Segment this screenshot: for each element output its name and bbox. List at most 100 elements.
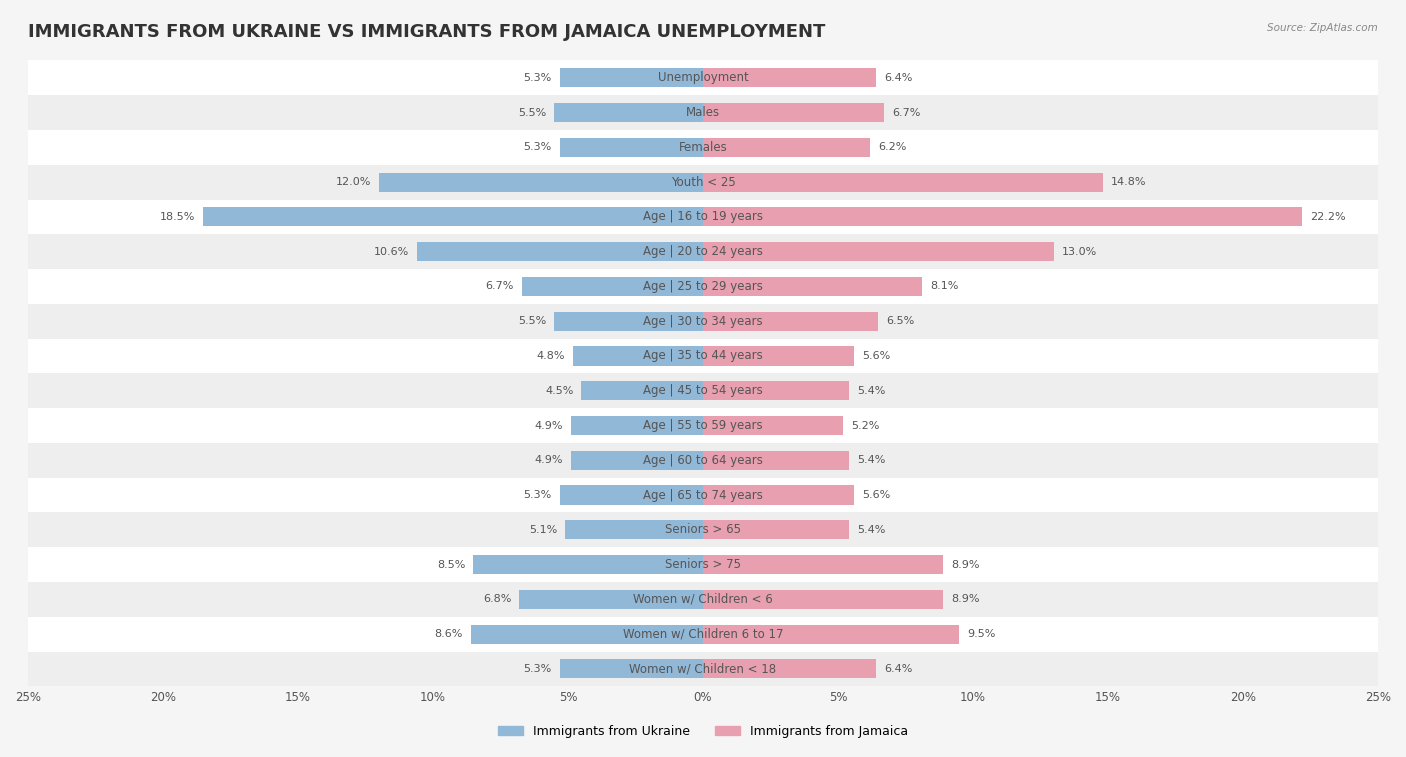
Text: Females: Females bbox=[679, 141, 727, 154]
Text: 18.5%: 18.5% bbox=[160, 212, 195, 222]
Text: 6.4%: 6.4% bbox=[884, 73, 912, 83]
Text: Women w/ Children < 6: Women w/ Children < 6 bbox=[633, 593, 773, 606]
Text: 4.8%: 4.8% bbox=[537, 351, 565, 361]
Bar bbox=[574, 347, 703, 366]
Bar bbox=[28, 408, 1378, 443]
Bar bbox=[565, 520, 703, 540]
Bar bbox=[28, 165, 1378, 200]
Text: Age | 20 to 24 years: Age | 20 to 24 years bbox=[643, 245, 763, 258]
Text: 8.9%: 8.9% bbox=[952, 594, 980, 604]
Text: 5.5%: 5.5% bbox=[519, 107, 547, 117]
Bar bbox=[28, 652, 1378, 687]
Bar bbox=[703, 485, 855, 505]
Text: 8.9%: 8.9% bbox=[952, 559, 980, 569]
Bar bbox=[554, 103, 703, 122]
Bar bbox=[28, 304, 1378, 338]
Bar bbox=[571, 450, 703, 470]
Text: 5.3%: 5.3% bbox=[523, 664, 551, 674]
Text: 5.6%: 5.6% bbox=[862, 490, 890, 500]
Text: 5.3%: 5.3% bbox=[523, 490, 551, 500]
Bar bbox=[471, 625, 703, 643]
Bar bbox=[703, 103, 884, 122]
Legend: Immigrants from Ukraine, Immigrants from Jamaica: Immigrants from Ukraine, Immigrants from… bbox=[494, 720, 912, 743]
Text: 14.8%: 14.8% bbox=[1111, 177, 1146, 187]
Bar bbox=[703, 138, 870, 157]
Text: 5.4%: 5.4% bbox=[856, 386, 886, 396]
Bar bbox=[703, 659, 876, 678]
Bar bbox=[703, 68, 876, 87]
Bar bbox=[474, 555, 703, 574]
Text: 6.7%: 6.7% bbox=[485, 282, 515, 291]
Bar bbox=[703, 207, 1302, 226]
Text: Age | 35 to 44 years: Age | 35 to 44 years bbox=[643, 350, 763, 363]
Text: IMMIGRANTS FROM UKRAINE VS IMMIGRANTS FROM JAMAICA UNEMPLOYMENT: IMMIGRANTS FROM UKRAINE VS IMMIGRANTS FR… bbox=[28, 23, 825, 41]
Bar bbox=[703, 590, 943, 609]
Text: Age | 65 to 74 years: Age | 65 to 74 years bbox=[643, 488, 763, 502]
Bar bbox=[582, 382, 703, 400]
Bar bbox=[28, 269, 1378, 304]
Text: 22.2%: 22.2% bbox=[1310, 212, 1346, 222]
Text: Age | 55 to 59 years: Age | 55 to 59 years bbox=[643, 419, 763, 432]
Text: Seniors > 65: Seniors > 65 bbox=[665, 523, 741, 536]
Bar bbox=[703, 416, 844, 435]
Bar bbox=[703, 625, 959, 643]
Bar bbox=[28, 130, 1378, 165]
Text: Age | 25 to 29 years: Age | 25 to 29 years bbox=[643, 280, 763, 293]
Bar bbox=[28, 617, 1378, 652]
Text: Women w/ Children < 18: Women w/ Children < 18 bbox=[630, 662, 776, 675]
Text: 5.3%: 5.3% bbox=[523, 73, 551, 83]
Text: Age | 45 to 54 years: Age | 45 to 54 years bbox=[643, 385, 763, 397]
Bar bbox=[703, 382, 849, 400]
Text: 8.1%: 8.1% bbox=[929, 282, 957, 291]
Text: 9.5%: 9.5% bbox=[967, 629, 995, 639]
Bar bbox=[28, 512, 1378, 547]
Bar bbox=[554, 312, 703, 331]
Text: 5.6%: 5.6% bbox=[862, 351, 890, 361]
Bar bbox=[703, 242, 1054, 261]
Text: Women w/ Children 6 to 17: Women w/ Children 6 to 17 bbox=[623, 628, 783, 640]
Bar bbox=[703, 450, 849, 470]
Text: Age | 16 to 19 years: Age | 16 to 19 years bbox=[643, 210, 763, 223]
Text: 5.1%: 5.1% bbox=[529, 525, 557, 535]
Bar bbox=[519, 590, 703, 609]
Bar bbox=[28, 61, 1378, 95]
Text: 6.5%: 6.5% bbox=[887, 316, 915, 326]
Text: 6.4%: 6.4% bbox=[884, 664, 912, 674]
Text: 4.5%: 4.5% bbox=[546, 386, 574, 396]
Text: 4.9%: 4.9% bbox=[534, 420, 562, 431]
Text: 13.0%: 13.0% bbox=[1062, 247, 1097, 257]
Bar bbox=[703, 173, 1102, 192]
Bar bbox=[204, 207, 703, 226]
Bar bbox=[28, 234, 1378, 269]
Bar bbox=[522, 277, 703, 296]
Bar bbox=[28, 373, 1378, 408]
Bar bbox=[560, 659, 703, 678]
Text: Age | 30 to 34 years: Age | 30 to 34 years bbox=[643, 315, 763, 328]
Bar bbox=[416, 242, 703, 261]
Bar bbox=[560, 485, 703, 505]
Text: 6.7%: 6.7% bbox=[891, 107, 921, 117]
Text: 10.6%: 10.6% bbox=[374, 247, 409, 257]
Text: Youth < 25: Youth < 25 bbox=[671, 176, 735, 188]
Bar bbox=[28, 95, 1378, 130]
Text: 5.4%: 5.4% bbox=[856, 525, 886, 535]
Text: 5.3%: 5.3% bbox=[523, 142, 551, 152]
Bar bbox=[28, 338, 1378, 373]
Text: 5.5%: 5.5% bbox=[519, 316, 547, 326]
Text: 8.6%: 8.6% bbox=[434, 629, 463, 639]
Bar bbox=[703, 555, 943, 574]
Text: 4.9%: 4.9% bbox=[534, 455, 562, 466]
Text: Seniors > 75: Seniors > 75 bbox=[665, 558, 741, 571]
Bar bbox=[560, 138, 703, 157]
Bar bbox=[571, 416, 703, 435]
Text: Males: Males bbox=[686, 106, 720, 119]
Text: Unemployment: Unemployment bbox=[658, 71, 748, 84]
Bar bbox=[28, 478, 1378, 512]
Text: 8.5%: 8.5% bbox=[437, 559, 465, 569]
Bar bbox=[703, 312, 879, 331]
Text: 6.2%: 6.2% bbox=[879, 142, 907, 152]
Bar bbox=[380, 173, 703, 192]
Bar bbox=[28, 443, 1378, 478]
Bar bbox=[560, 68, 703, 87]
Bar bbox=[703, 520, 849, 540]
